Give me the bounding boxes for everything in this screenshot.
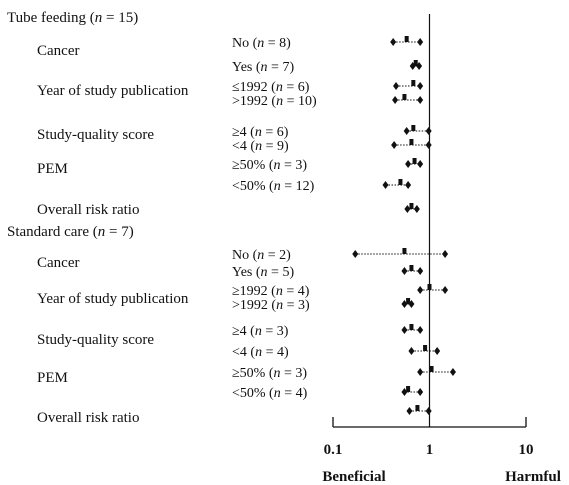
ci-end-marker — [382, 181, 389, 189]
subgroup-label: ≥1992 (n = 4) — [232, 284, 310, 299]
subgroup-label: Yes (n = 7) — [232, 60, 294, 75]
point-estimate — [412, 158, 417, 164]
point-estimate — [406, 298, 411, 304]
ci-end-marker — [417, 160, 424, 168]
category-label: Year of study publication — [37, 291, 189, 307]
point-estimate — [409, 203, 414, 209]
point-estimate — [423, 345, 428, 351]
category-label: Study-quality score — [37, 332, 154, 348]
point-estimate — [411, 80, 416, 86]
ci-end-marker — [413, 205, 420, 213]
point-estimate — [398, 179, 403, 185]
point-estimate — [402, 248, 407, 254]
ci-end-marker — [406, 407, 413, 415]
subgroup-label: <4 (n = 9) — [232, 139, 289, 154]
ci-end-marker — [403, 127, 410, 135]
ci-end-marker — [404, 205, 411, 213]
harmful-label: Harmful — [505, 469, 561, 485]
ci-end-marker — [390, 38, 397, 46]
subgroup-label: <4 (n = 4) — [232, 345, 289, 360]
ci-end-marker — [392, 96, 399, 104]
ci-end-marker — [401, 388, 408, 396]
subgroup-label: ≥50% (n = 3) — [232, 366, 307, 381]
ci-end-marker — [417, 267, 424, 275]
ci-end-marker — [401, 300, 408, 308]
x-tick-label: 10 — [519, 442, 534, 458]
subgroup-label: Yes (n = 5) — [232, 265, 294, 280]
ci-end-marker — [391, 141, 398, 149]
row-labels: Tube feeding (n = 15) Cancer No (n = 8) Yes… — [7, 10, 317, 426]
point-estimate — [415, 405, 420, 411]
subgroup-label: ≥50% (n = 3) — [232, 158, 307, 173]
point-estimate — [409, 265, 414, 271]
section-title: Standard care (n = 7) — [7, 224, 134, 240]
ci-end-marker — [425, 141, 432, 149]
point-estimate — [427, 284, 432, 290]
ci-end-marker — [442, 250, 449, 258]
point-estimate — [409, 139, 414, 145]
ci-end-marker — [393, 82, 400, 90]
category-label: PEM — [37, 370, 68, 386]
ci-end-marker — [425, 127, 432, 135]
ci-end-marker — [417, 388, 424, 396]
category-label: Cancer — [37, 43, 79, 59]
point-estimate — [429, 366, 434, 372]
ci-end-marker — [417, 82, 424, 90]
ci-end-marker — [408, 347, 415, 355]
point-estimate — [413, 60, 418, 66]
subgroup-label: ≥4 (n = 6) — [232, 125, 289, 140]
category-label: PEM — [37, 161, 68, 177]
section-title: Tube feeding (n = 15) — [7, 10, 138, 26]
subgroup-label: ≥4 (n = 3) — [232, 324, 289, 339]
ci-end-marker — [417, 96, 424, 104]
subgroup-label: ≤1992 (n = 6) — [232, 80, 310, 95]
subgroup-label: >1992 (n = 10) — [232, 94, 317, 109]
ci-end-marker — [434, 347, 441, 355]
subgroup-label: >1992 (n = 3) — [232, 298, 310, 313]
point-estimate — [406, 386, 411, 392]
ci-end-marker — [417, 286, 424, 294]
point-estimate — [409, 324, 414, 330]
ci-end-marker — [417, 368, 424, 376]
category-label: Overall risk ratio — [37, 410, 139, 426]
beneficial-label: Beneficial — [322, 469, 385, 485]
point-estimate — [411, 125, 416, 131]
point-estimate — [402, 94, 407, 100]
category-label: Cancer — [37, 255, 79, 271]
estimates — [352, 36, 456, 415]
subgroup-label: <50% (n = 12) — [232, 179, 315, 194]
ci-end-marker — [401, 267, 408, 275]
category-label: Study-quality score — [37, 127, 154, 143]
point-estimate — [404, 36, 409, 42]
ci-end-marker — [442, 286, 449, 294]
ci-end-marker — [352, 250, 359, 258]
subgroup-label: No (n = 8) — [232, 36, 291, 51]
ci-end-marker — [449, 368, 456, 376]
x-axis: 0.1 1 10 Beneficial Harmful — [322, 417, 561, 485]
ci-end-marker — [401, 326, 408, 334]
subgroup-label: <50% (n = 4) — [232, 386, 308, 401]
ci-end-marker — [405, 181, 412, 189]
x-tick-label: 1 — [426, 442, 434, 458]
x-tick-label: 0.1 — [324, 442, 343, 458]
subgroup-label: No (n = 2) — [232, 248, 291, 263]
category-label: Year of study publication — [37, 83, 189, 99]
ci-end-marker — [417, 326, 424, 334]
ci-end-marker — [425, 407, 432, 415]
category-label: Overall risk ratio — [37, 202, 139, 218]
ci-end-marker — [405, 160, 412, 168]
ci-end-marker — [417, 38, 424, 46]
